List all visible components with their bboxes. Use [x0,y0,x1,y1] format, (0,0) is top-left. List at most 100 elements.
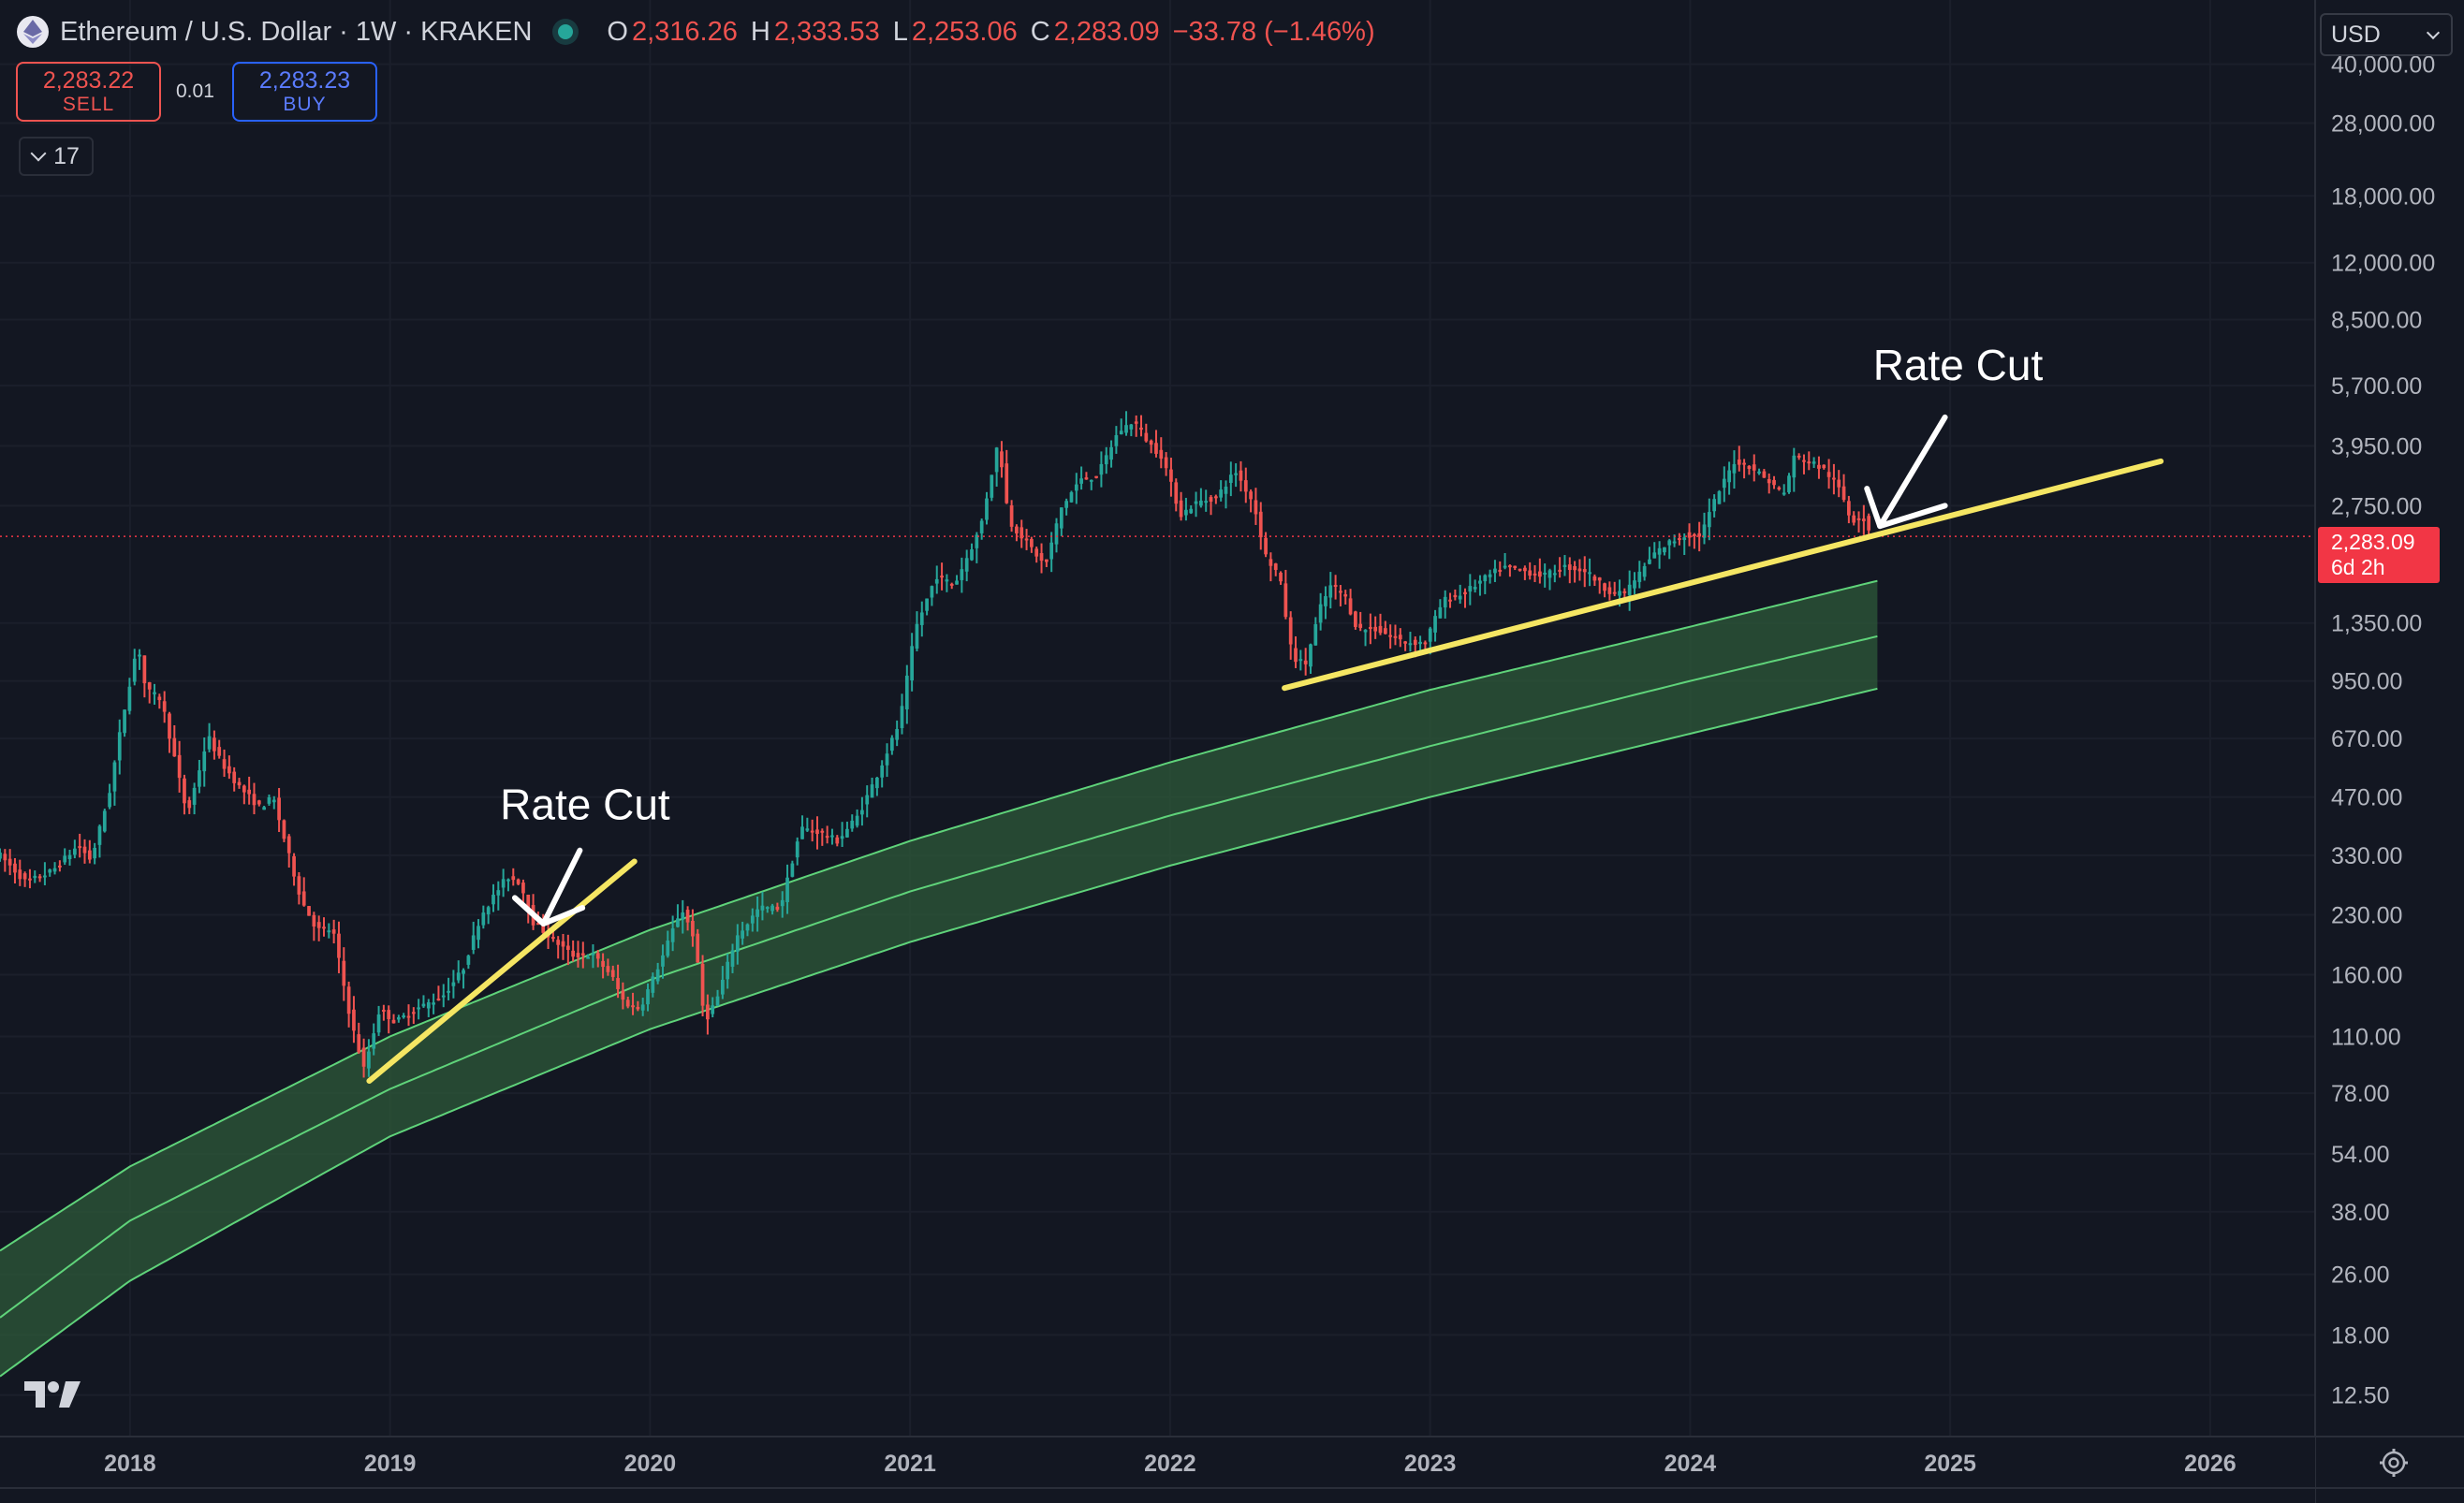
candle-body [1159,449,1164,460]
candle-body [331,929,336,934]
candle-body [1228,474,1233,483]
candle-body [1678,538,1681,541]
candle-body [825,836,829,839]
candle-body [949,583,954,586]
candle-body [860,810,864,815]
candle-body [646,989,650,1005]
candle-body [1054,523,1059,545]
candle-body [271,799,276,803]
candle-body [277,797,281,821]
candle-body [625,1000,630,1007]
candle-body [1079,478,1083,484]
candle-body [1084,477,1089,480]
candle-body [830,835,834,838]
candle-body [840,836,844,839]
candle-body [1433,616,1437,633]
candle-body [571,950,576,957]
candle-body [795,841,799,858]
candle-body [481,912,486,926]
candle-body [855,815,859,826]
candle-body [770,905,774,912]
candle-body [1174,482,1179,504]
candle-body [1648,559,1651,564]
open-value: 2,316.26 [631,16,738,47]
candle-body [735,935,740,952]
candle-body [322,927,326,929]
candle-body [1513,565,1518,569]
candle-body [595,953,600,959]
symbol-title[interactable]: Ethereum / U.S. Dollar · 1W · KRAKEN [60,16,533,47]
buy-button[interactable]: 2,283.23 BUY [232,62,377,122]
open-label: O [607,16,628,47]
candle-body [565,945,570,951]
candle-body [1318,604,1323,623]
candle-body [402,1015,406,1018]
candle-body [327,930,331,933]
candle-body [1663,547,1666,553]
y-tick-label: 950.00 [2331,669,2402,695]
candle-body [775,906,780,911]
candle-body [1867,516,1871,531]
candle-body [1298,659,1303,662]
ethereum-icon [17,16,49,48]
time-axis [0,1437,2315,1503]
annotation-label: Rate Cut [500,781,670,829]
candle-body [676,918,680,927]
candle-body [730,950,735,967]
candle-body [1498,569,1503,572]
candle-body [93,847,97,859]
candle-body [610,970,615,977]
sell-button[interactable]: 2,283.22 SELL [16,62,161,122]
candle-body [1547,570,1552,578]
candle-body [97,825,102,845]
candle-body [870,784,874,798]
tradingview-logo[interactable] [24,1379,84,1409]
candle-body [1408,643,1413,646]
gear-icon[interactable] [2378,1447,2410,1479]
candle-body [1124,425,1128,433]
indicators-toggle[interactable]: 17 [19,137,94,176]
candle-body [132,658,137,682]
last-price-label: 2,283.09 6d 2h [2318,527,2440,583]
candle-body [267,797,271,804]
candle-body [1603,583,1606,591]
candle-body [910,646,914,681]
candle-body [257,800,261,805]
candle-body [1657,547,1662,555]
candle-body [372,1033,376,1049]
candle-body [491,895,495,905]
candle-body [900,706,904,729]
candle-body [1064,501,1069,508]
candle-body [1264,537,1268,555]
candle-body [745,924,750,931]
x-tick-label: 2018 [104,1451,156,1477]
x-tick-label: 2025 [1924,1451,1976,1477]
candle-body [1543,572,1547,575]
candle-body [432,1002,435,1005]
candle-body [945,579,949,582]
candle-body [1597,577,1602,581]
candle-body [1607,587,1612,594]
y-tick-label: 5,700.00 [2331,373,2422,400]
candle-body [1368,626,1372,630]
candle-body [1373,626,1378,632]
candle-body [1224,486,1228,494]
chevron-down-icon [2426,25,2441,40]
candle-body [1034,548,1039,557]
y-tick-label: 1,350.00 [2331,611,2422,637]
candle-body [1109,446,1113,460]
candle-body [142,655,147,684]
candle-body [670,928,675,942]
candle-body [1094,475,1098,478]
currency-select[interactable]: USD [2320,13,2453,56]
candle-body [147,682,152,690]
candle-body [361,1047,366,1067]
candle-body [1742,462,1746,465]
candle-body [726,961,730,980]
candle-body [406,1015,411,1018]
candle-body [387,1010,391,1019]
candle-body [466,956,471,965]
annotation-arrow [540,847,583,927]
candle-body [501,879,506,888]
